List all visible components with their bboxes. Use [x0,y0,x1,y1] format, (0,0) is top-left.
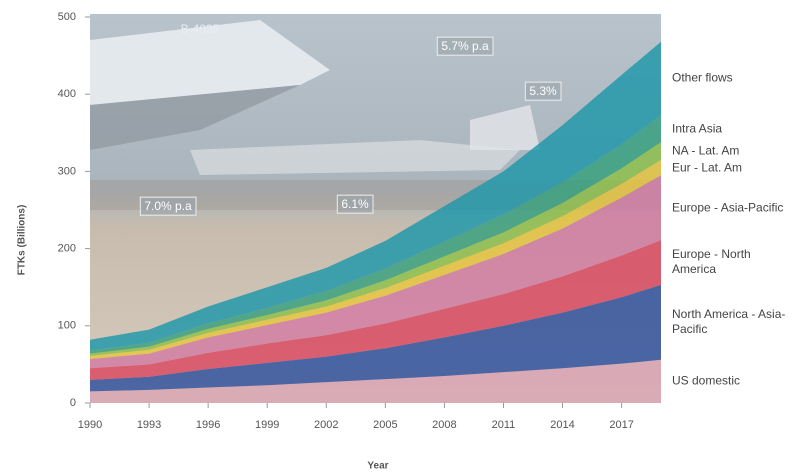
area [90,284,661,392]
x-tick-label: 2014 [550,419,574,431]
x-tick-label: 2017 [609,419,633,431]
annotation-box [139,196,197,216]
annotation-box [336,194,374,214]
x-tick-label: 1999 [255,419,279,431]
legend-label: Intra Asia [672,121,723,136]
annotation: 7.0% p.a [144,199,192,213]
legend-label: Europe - North America [672,247,751,277]
x-tick-label: 2011 [492,419,516,431]
legend-label: Eur - Lat. Am [672,160,743,175]
annotation-box [436,36,494,56]
legend-label: North America - Asia-Pacific [672,307,786,337]
annotation: 5.7% p.a [441,39,489,53]
y-tick-label: 0 [70,397,76,409]
area [90,240,661,380]
y-axis-title: FTKs (Billions) [17,205,28,276]
y-tick-label: 400 [58,88,76,100]
area [90,175,661,369]
x-tick-label: 1996 [196,419,220,431]
legend-label: Europe - Asia-Pacific [672,200,784,215]
x-axis-title: Year [367,461,388,472]
area [90,359,661,403]
legend-label: Other flows [672,70,733,85]
legend-label: US domestic [672,373,741,388]
x-tick-label: 1990 [78,419,102,431]
x-tick-label: 2002 [314,419,338,431]
y-tick-label: 500 [58,11,76,23]
annotation-box [524,81,562,101]
annotation: 6.1% [341,197,369,211]
x-tick-label: 2005 [373,419,397,431]
legend-label: NA - Lat. Am [672,143,740,158]
y-tick-label: 100 [58,320,76,332]
y-tick-label: 300 [58,165,76,177]
x-tick-label: 1993 [137,419,161,431]
annotation: B-4035 [181,22,220,36]
annotation: 5.3% [529,84,557,98]
x-tick-label: 2008 [432,419,456,431]
y-tick-label: 200 [58,243,76,255]
